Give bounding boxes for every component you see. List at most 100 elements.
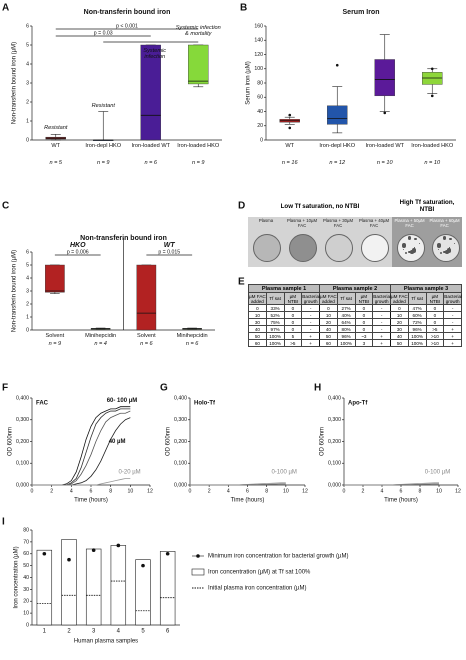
- y-tick-label: 160: [254, 23, 263, 29]
- x-tick-label: 6: [246, 488, 249, 494]
- x-tick-label: 4: [381, 488, 384, 494]
- x-tick-label: 2: [362, 488, 365, 494]
- x-tick-label: 4: [117, 629, 121, 635]
- table-cell: +: [372, 339, 391, 348]
- colony: [443, 250, 446, 254]
- x-tick-label: Solvent: [137, 333, 156, 339]
- table-cell: 40: [319, 325, 338, 334]
- table-cell: 0: [283, 311, 303, 320]
- annotation: 40 µM: [109, 439, 126, 445]
- x-tick-label: 0: [343, 488, 346, 494]
- x-axis-label: Human plasma samples: [74, 639, 138, 645]
- y-tick-label: 1: [26, 118, 29, 124]
- inner-label: FAC: [36, 401, 49, 407]
- x-tick-label: 10: [127, 488, 133, 494]
- y-axis-label: OD 600nm: [320, 427, 326, 456]
- panel-d-header: High Tf saturation, NTBI: [399, 199, 455, 213]
- colony: [445, 250, 449, 254]
- table-cell: 5: [283, 332, 303, 341]
- x-tick-label: Solvent: [45, 333, 65, 339]
- y-tick-label: 100: [254, 66, 263, 72]
- growth-curve: [344, 483, 439, 486]
- y-tick-label: 0,200: [16, 439, 29, 445]
- table-cell: 0: [283, 318, 303, 327]
- y-tick-label: 0,300: [328, 417, 341, 423]
- x-tick-label: 2: [50, 488, 53, 494]
- legend-label: Initial plasma iron concentration (µM): [208, 586, 307, 592]
- table-cell: 52%: [265, 311, 285, 320]
- panel-letter: F: [2, 383, 8, 394]
- y-tick-label: 0,100: [328, 461, 341, 467]
- y-tick-label: 0: [260, 137, 263, 143]
- panel-letter: B: [240, 3, 247, 14]
- x-tick-label: Iron-loaded HKO: [177, 143, 220, 149]
- column-header: Bacterial growth: [443, 292, 463, 306]
- colony: [439, 251, 443, 255]
- column-header: Bacterial growth: [301, 292, 321, 306]
- dot: [141, 563, 145, 568]
- y-tick-label: 0,400: [16, 395, 29, 401]
- chart-title: Non-transferin bound iron: [84, 9, 171, 16]
- group-header: Plasma sample 3: [390, 283, 462, 294]
- table-cell: +: [372, 332, 391, 341]
- group-header: Plasma sample 2: [319, 283, 391, 294]
- n-label: n = 9: [191, 160, 205, 166]
- y-tick-label: 30: [23, 587, 29, 593]
- table-cell: 30: [390, 325, 409, 334]
- n-label: n = 10: [376, 160, 393, 166]
- column-header: µM NTBI: [425, 292, 445, 306]
- annotation: Resistant: [44, 125, 68, 132]
- p-label: p = 0.03: [94, 30, 113, 36]
- outlier: [430, 94, 434, 98]
- table-cell: 0: [425, 318, 445, 327]
- y-tick-label: 0,000: [174, 482, 187, 488]
- x-tick-label: 4: [227, 488, 230, 494]
- x-tick-label: 12: [147, 488, 153, 494]
- table-cell: 0: [319, 304, 338, 313]
- growth-curve: [190, 483, 286, 486]
- y-tick-label: 1: [26, 314, 29, 320]
- table-cell: -: [301, 325, 320, 334]
- table-cell: 10: [390, 311, 409, 320]
- table-cell: 40: [248, 325, 267, 334]
- y-axis-label: Iron concentration (µM): [14, 546, 20, 608]
- panel-d-header: Low Tf saturation, no NTBI: [280, 202, 360, 210]
- y-axis-label: OD 600nm: [166, 427, 172, 456]
- table-cell: 0: [390, 304, 409, 313]
- column-header: µM FAC added: [248, 292, 267, 306]
- table-cell: +: [301, 332, 320, 341]
- y-tick-label: 0,400: [328, 395, 341, 401]
- table-row: 50 100% 5 +50 96% ~3 +40 100% >10 +: [248, 332, 462, 341]
- n-label: n = 9: [48, 341, 62, 347]
- y-tick-label: 3: [26, 288, 29, 294]
- table-cell: 0: [354, 304, 374, 313]
- box: [374, 59, 395, 97]
- y-tick-label: 6: [26, 249, 29, 255]
- colony: [413, 247, 416, 249]
- plate-label: Plasma + 50µM FAC: [394, 218, 425, 228]
- y-tick-label: 40: [23, 575, 29, 581]
- panel-letter: A: [2, 3, 9, 14]
- table-cell: 96%: [336, 332, 356, 341]
- table-cell: >5: [425, 325, 445, 334]
- table-cell: 97%: [265, 325, 285, 334]
- table-cell: 60%: [407, 311, 427, 320]
- colony: [408, 250, 411, 254]
- annotation: 0-20 µM: [119, 470, 141, 476]
- n-label: n = 16: [281, 160, 298, 166]
- y-tick-label: 5: [26, 262, 29, 268]
- n-label: n = 6: [185, 341, 199, 347]
- table-cell: -: [443, 318, 462, 327]
- n-label: n = 5: [49, 160, 63, 166]
- y-tick-label: 140: [254, 38, 263, 44]
- table-cell: 100%: [407, 339, 427, 348]
- x-tick-label: 2: [67, 629, 71, 635]
- table-row: 0 33% 0-0 27% 0-0 47% 0-: [248, 304, 462, 313]
- box: [327, 105, 348, 125]
- table-cell: +: [301, 339, 320, 348]
- column-header: µM NTBI: [354, 292, 374, 306]
- x-tick-label: 6: [90, 488, 93, 494]
- plate-label: Plasma: [258, 218, 274, 223]
- n-label: n = 9: [96, 160, 110, 166]
- growth-curve: [32, 410, 131, 486]
